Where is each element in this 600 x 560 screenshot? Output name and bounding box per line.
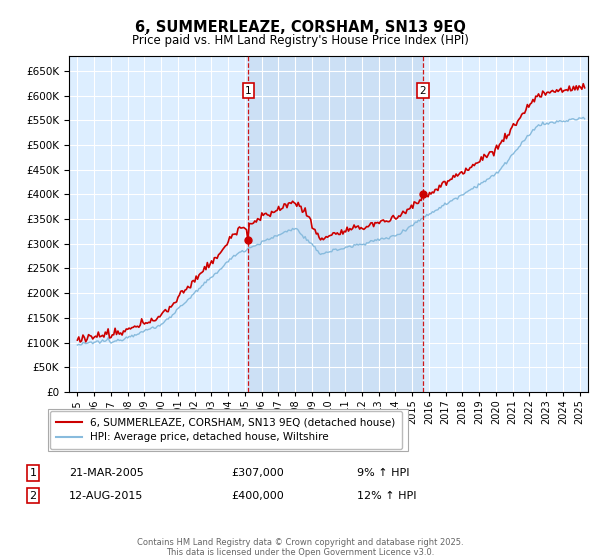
Bar <box>248 56 422 392</box>
Text: Price paid vs. HM Land Registry's House Price Index (HPI): Price paid vs. HM Land Registry's House … <box>131 34 469 46</box>
Text: 1: 1 <box>245 86 252 96</box>
Text: 12-AUG-2015: 12-AUG-2015 <box>69 491 143 501</box>
Text: £400,000: £400,000 <box>231 491 284 501</box>
Text: 21-MAR-2005: 21-MAR-2005 <box>69 468 144 478</box>
FancyBboxPatch shape <box>48 409 408 451</box>
Text: £307,000: £307,000 <box>231 468 284 478</box>
Text: 1: 1 <box>29 468 37 478</box>
Text: 9% ↑ HPI: 9% ↑ HPI <box>357 468 409 478</box>
Text: 2: 2 <box>29 491 37 501</box>
Text: Contains HM Land Registry data © Crown copyright and database right 2025.
This d: Contains HM Land Registry data © Crown c… <box>137 538 463 557</box>
Text: 12% ↑ HPI: 12% ↑ HPI <box>357 491 416 501</box>
Text: 6, SUMMERLEAZE, CORSHAM, SN13 9EQ: 6, SUMMERLEAZE, CORSHAM, SN13 9EQ <box>134 20 466 35</box>
Legend: 6, SUMMERLEAZE, CORSHAM, SN13 9EQ (detached house), HPI: Average price, detached: 6, SUMMERLEAZE, CORSHAM, SN13 9EQ (detac… <box>50 411 402 449</box>
Text: 2: 2 <box>419 86 426 96</box>
